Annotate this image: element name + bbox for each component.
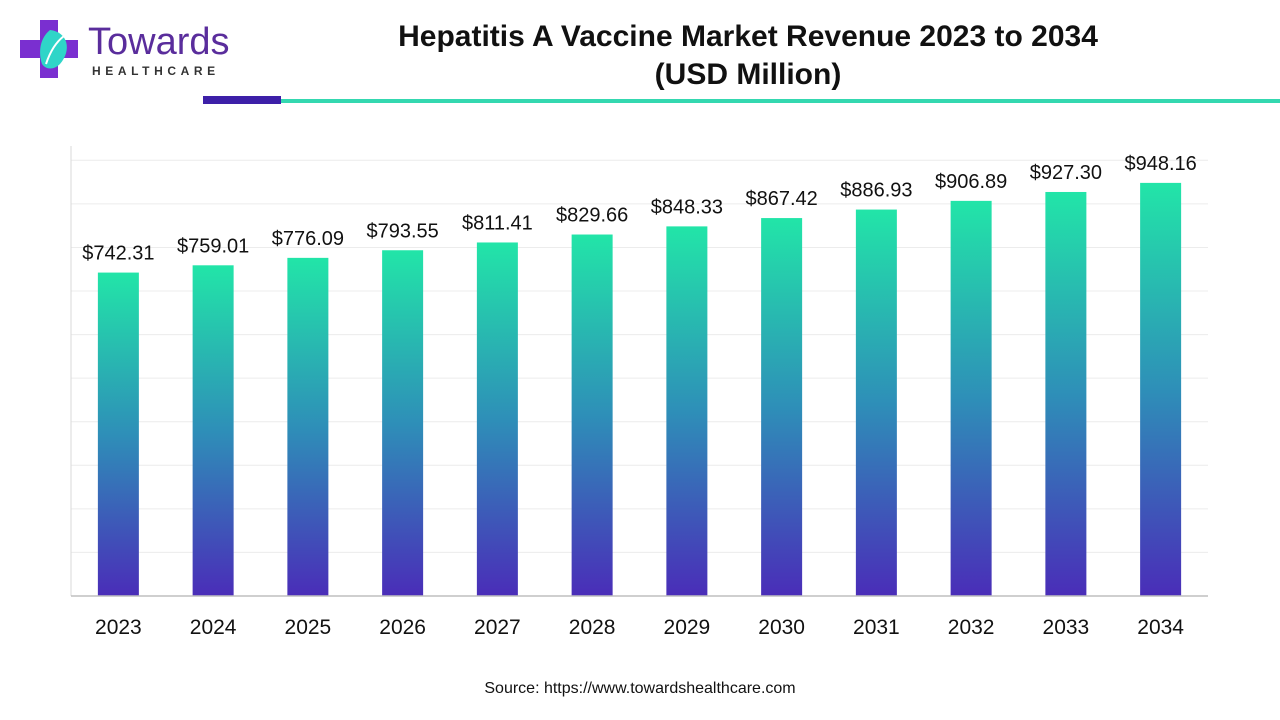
x-tick-label-2034: 2034 xyxy=(1137,616,1184,639)
bar-2025 xyxy=(287,257,329,596)
bar-2033 xyxy=(1045,191,1087,596)
medical-cross-leaf-icon xyxy=(20,20,78,78)
bar-2032 xyxy=(950,200,992,596)
bar-2023 xyxy=(97,272,139,596)
data-label-2029: $848.33 xyxy=(651,196,723,218)
data-label-2025: $776.09 xyxy=(272,228,344,250)
bar-2024 xyxy=(192,265,234,596)
source-note: Source: https://www.towardshealthcare.co… xyxy=(484,680,796,697)
bar-2030 xyxy=(761,218,803,596)
x-tick-label-2026: 2026 xyxy=(379,616,426,639)
bar-2031 xyxy=(855,209,897,596)
bar-2028 xyxy=(571,234,613,596)
bar-2026 xyxy=(382,250,424,597)
x-tick-label-2030: 2030 xyxy=(758,616,805,639)
x-tick-label-2028: 2028 xyxy=(569,616,616,639)
chart-title-line-2: (USD Million) xyxy=(654,58,842,91)
bar-2027 xyxy=(476,242,518,596)
data-label-2032: $906.89 xyxy=(935,171,1007,193)
data-label-2024: $759.01 xyxy=(177,235,249,257)
bar-2034 xyxy=(1140,182,1182,596)
bar-2029 xyxy=(666,226,708,596)
data-label-2027: $811.41 xyxy=(462,212,533,234)
x-tick-label-2025: 2025 xyxy=(285,616,332,639)
data-label-2028: $829.66 xyxy=(556,205,628,227)
data-label-2023: $742.31 xyxy=(82,243,154,265)
data-label-2031: $886.93 xyxy=(840,180,912,202)
data-label-2026: $793.55 xyxy=(366,220,438,242)
brand-logo: Towards HEALTHCARE xyxy=(20,18,235,82)
x-tick-label-2027: 2027 xyxy=(474,616,521,639)
x-tick-label-2031: 2031 xyxy=(853,616,900,639)
data-label-2030: $867.42 xyxy=(745,188,817,210)
chart-title-line-1: Hepatitis A Vaccine Market Revenue 2023 … xyxy=(398,20,1098,53)
x-tick-label-2023: 2023 xyxy=(95,616,142,639)
chart-title: Hepatitis A Vaccine Market Revenue 2023 … xyxy=(300,18,1196,94)
data-label-2034: $948.16 xyxy=(1124,153,1196,175)
title-underline xyxy=(281,99,1280,103)
x-tick-label-2024: 2024 xyxy=(190,616,237,639)
x-tick-label-2032: 2032 xyxy=(948,616,995,639)
brand-subtitle: HEALTHCARE xyxy=(92,64,220,78)
title-underline-accent xyxy=(203,96,281,104)
x-tick-label-2033: 2033 xyxy=(1043,616,1090,639)
brand-name: Towards xyxy=(88,21,230,63)
data-label-2033: $927.30 xyxy=(1030,162,1102,184)
x-tick-label-2029: 2029 xyxy=(664,616,711,639)
